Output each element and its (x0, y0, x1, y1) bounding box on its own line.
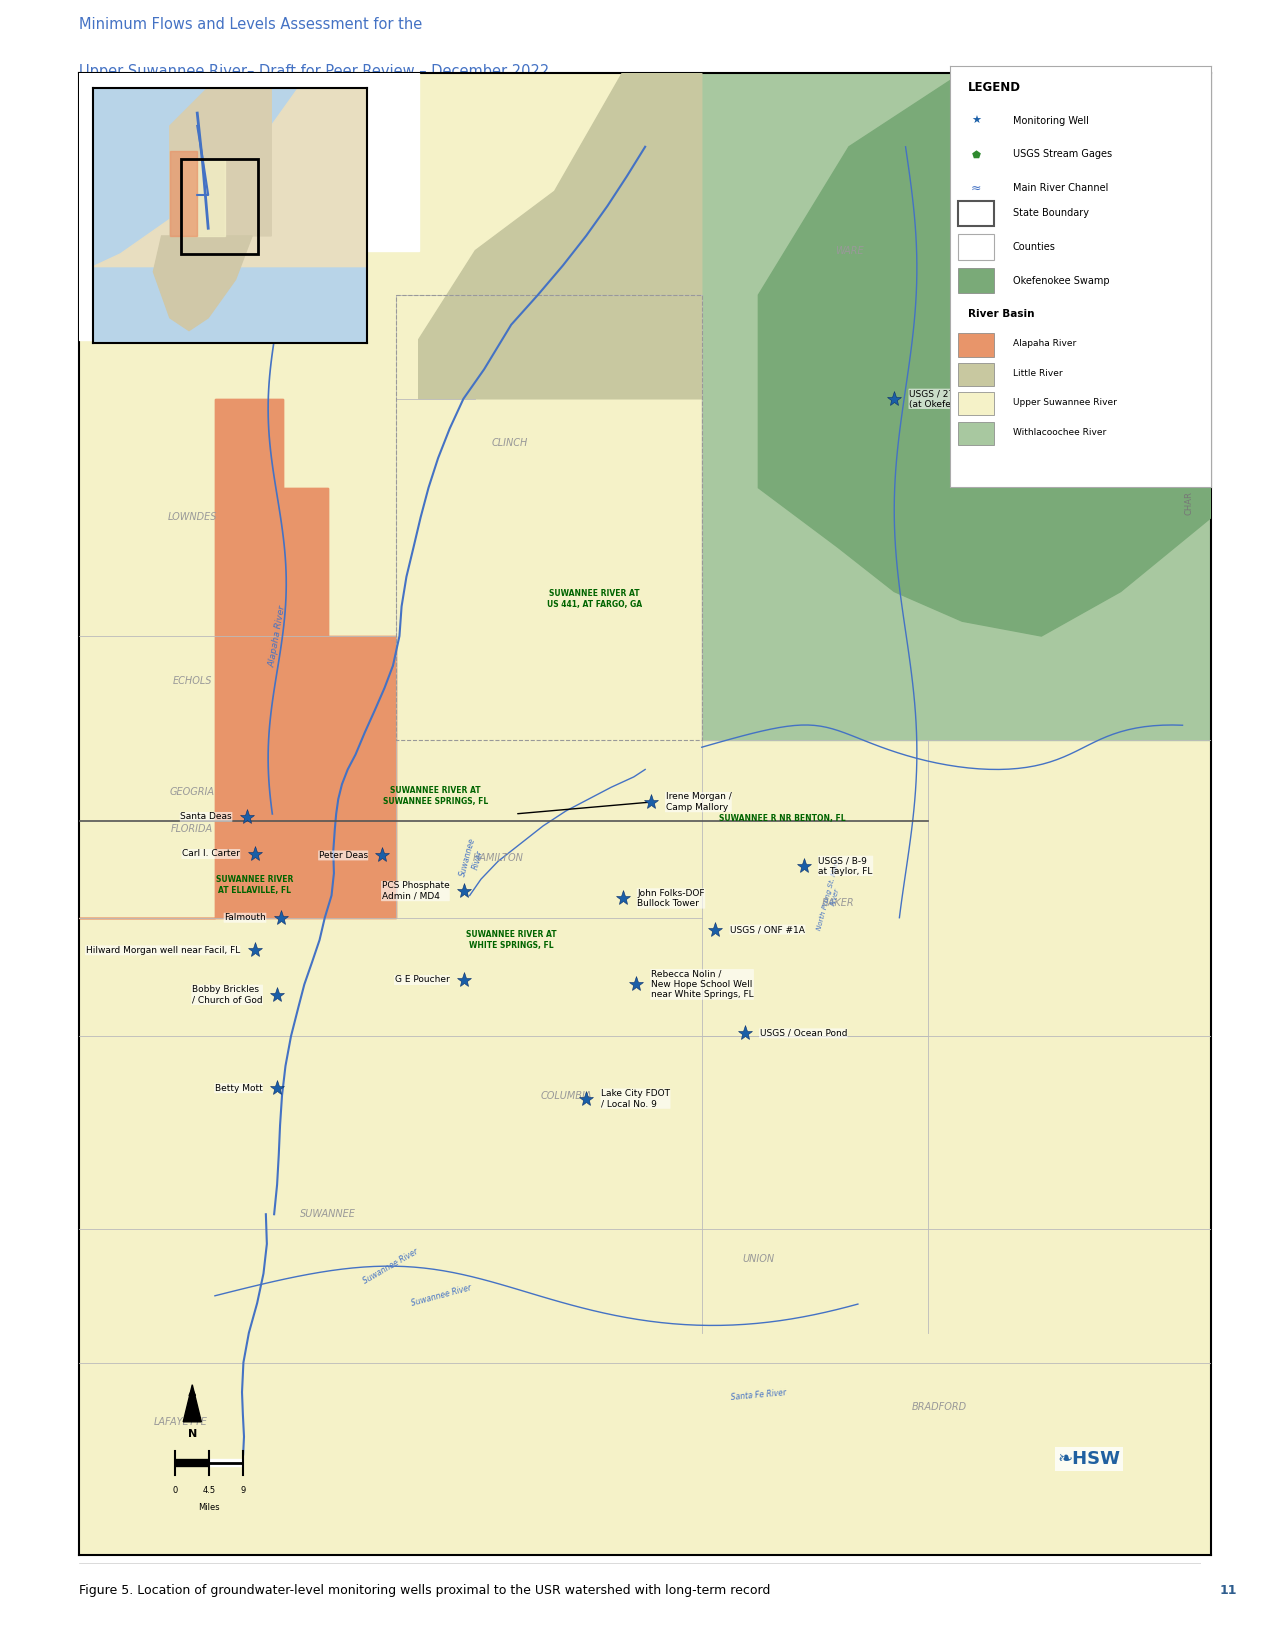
Text: Monitoring Well: Monitoring Well (1012, 116, 1089, 125)
Text: Carl I. Carter: Carl I. Carter (182, 850, 240, 859)
Text: Counties: Counties (1012, 243, 1056, 253)
Text: Lake City FDOT
/ Local No. 9: Lake City FDOT / Local No. 9 (601, 1090, 669, 1108)
Text: Irene Morgan /
Camp Mallory: Irene Morgan / Camp Mallory (666, 792, 732, 812)
Text: SUWANNEE: SUWANNEE (300, 1209, 356, 1218)
Text: USGS / B-9
at Taylor, FL: USGS / B-9 at Taylor, FL (819, 857, 873, 875)
Text: River Basin: River Basin (968, 309, 1035, 319)
Text: ★: ★ (972, 116, 980, 125)
Text: WARE: WARE (835, 246, 863, 256)
Text: Suwannee River: Suwannee River (411, 1283, 473, 1308)
Text: Alapaha River: Alapaha River (268, 604, 287, 667)
Polygon shape (418, 73, 701, 400)
Text: COLUMBIA: COLUMBIA (541, 1091, 592, 1101)
Text: UNION: UNION (742, 1253, 774, 1263)
Text: HAMILTON: HAMILTON (473, 854, 524, 863)
Polygon shape (79, 73, 1211, 1555)
Text: Minimum Flows and Levels Assessment for the: Minimum Flows and Levels Assessment for … (79, 17, 422, 31)
Polygon shape (79, 400, 397, 918)
Text: 0: 0 (172, 1486, 178, 1494)
Bar (958, 393, 994, 416)
Text: ❧HSW: ❧HSW (1058, 1450, 1121, 1468)
Polygon shape (170, 88, 272, 236)
Text: CHAR: CHAR (1184, 490, 1193, 515)
Bar (958, 234, 994, 259)
Polygon shape (93, 88, 367, 266)
Text: USGS / ONF #1A: USGS / ONF #1A (731, 925, 805, 934)
Text: LAFAYETTE: LAFAYETTE (154, 1417, 208, 1426)
Text: Falmouth: Falmouth (224, 913, 266, 923)
Polygon shape (759, 73, 1211, 636)
Bar (958, 334, 994, 357)
Polygon shape (170, 152, 198, 236)
Text: John Folks-DOF
Bullock Tower: John Folks-DOF Bullock Tower (638, 888, 705, 908)
Text: Suwannee River: Suwannee River (361, 1247, 419, 1286)
Text: LOWNDES: LOWNDES (167, 512, 217, 522)
Bar (181, 158, 258, 254)
Polygon shape (79, 73, 418, 400)
Text: USGS / Ocean Pond: USGS / Ocean Pond (760, 1029, 847, 1038)
Text: Peter Deas: Peter Deas (319, 850, 367, 860)
Text: CLINCH: CLINCH (491, 438, 528, 449)
Text: SUWANNEE RIVER AT
WHITE SPRINGS, FL: SUWANNEE RIVER AT WHITE SPRINGS, FL (467, 930, 557, 949)
Text: 4.5: 4.5 (203, 1486, 215, 1494)
Text: State Boundary: State Boundary (1012, 208, 1089, 218)
Polygon shape (181, 158, 224, 236)
Text: Main River Channel: Main River Channel (1012, 183, 1108, 193)
Text: 11: 11 (1219, 1583, 1237, 1597)
Text: SUWANNEE R NR BENTON, FL: SUWANNEE R NR BENTON, FL (719, 814, 845, 822)
Polygon shape (79, 400, 397, 918)
Bar (958, 363, 994, 386)
Text: Betty Mott: Betty Mott (214, 1083, 263, 1093)
Polygon shape (184, 1385, 201, 1422)
Text: Upper Suwannee River– Draft for Peer Review – December 2022: Upper Suwannee River– Draft for Peer Rev… (79, 64, 550, 79)
Text: ECHOLS: ECHOLS (172, 675, 212, 685)
Text: ≈: ≈ (970, 182, 982, 195)
Bar (958, 267, 994, 294)
Text: Santa Deas: Santa Deas (180, 812, 232, 822)
Text: N: N (187, 1430, 196, 1440)
Text: North Prong St. Mary
River: North Prong St. Mary River (816, 859, 848, 933)
Text: 9: 9 (241, 1486, 246, 1494)
Text: GEOGRIA: GEOGRIA (170, 788, 214, 797)
Polygon shape (701, 73, 1211, 740)
Text: Withlacoochee River: Withlacoochee River (1012, 428, 1105, 438)
Text: SUWANNEE RIVER AT
US 441, AT FARGO, GA: SUWANNEE RIVER AT US 441, AT FARGO, GA (547, 589, 641, 609)
Polygon shape (79, 73, 418, 251)
Text: SUWANNEE RIVER
AT ELLAVILLE, FL: SUWANNEE RIVER AT ELLAVILLE, FL (215, 875, 293, 895)
Text: USGS Stream Gages: USGS Stream Gages (1012, 150, 1112, 160)
Text: Rebecca Nolin /
New Hope School Well
near White Springs, FL: Rebecca Nolin / New Hope School Well nea… (650, 969, 754, 999)
Polygon shape (79, 73, 418, 340)
Text: SUWANNEE RIVER AT
SUWANNEE SPRINGS, FL: SUWANNEE RIVER AT SUWANNEE SPRINGS, FL (382, 786, 488, 806)
Text: Bobby Brickles
/ Church of God: Bobby Brickles / Church of God (191, 986, 263, 1004)
Polygon shape (153, 236, 252, 330)
Text: FLORIDA: FLORIDA (171, 824, 213, 834)
Text: Hilward Morgan well near Facil, FL: Hilward Morgan well near Facil, FL (85, 946, 240, 954)
Text: Upper Suwannee River: Upper Suwannee River (1012, 398, 1117, 408)
Text: ⬟: ⬟ (972, 150, 980, 160)
Text: Miles: Miles (199, 1504, 221, 1512)
Bar (958, 421, 994, 446)
Text: BAKER: BAKER (821, 898, 854, 908)
Text: PCS Phosphate
Admin / MD4: PCS Phosphate Admin / MD4 (381, 882, 449, 901)
Polygon shape (79, 73, 215, 340)
Text: Santa Fe River: Santa Fe River (731, 1388, 787, 1402)
Text: LEGEND: LEGEND (968, 81, 1021, 94)
Text: G E Poucher: G E Poucher (394, 976, 449, 984)
Text: Okefenokee Swamp: Okefenokee Swamp (1012, 276, 1109, 286)
Text: Alapaha River: Alapaha River (1012, 340, 1076, 348)
Text: Suwannee
River: Suwannee River (459, 837, 487, 880)
Text: Little River: Little River (1012, 368, 1062, 378)
Text: Figure 5. Location of groundwater-level monitoring wells proximal to the USR wat: Figure 5. Location of groundwater-level … (79, 1583, 770, 1597)
Text: BRADFORD: BRADFORD (912, 1402, 966, 1412)
Text: USGS / 27E004
(at Okefenokee Swamp, GA): USGS / 27E004 (at Okefenokee Swamp, GA) (909, 390, 1037, 408)
Bar (958, 201, 994, 226)
